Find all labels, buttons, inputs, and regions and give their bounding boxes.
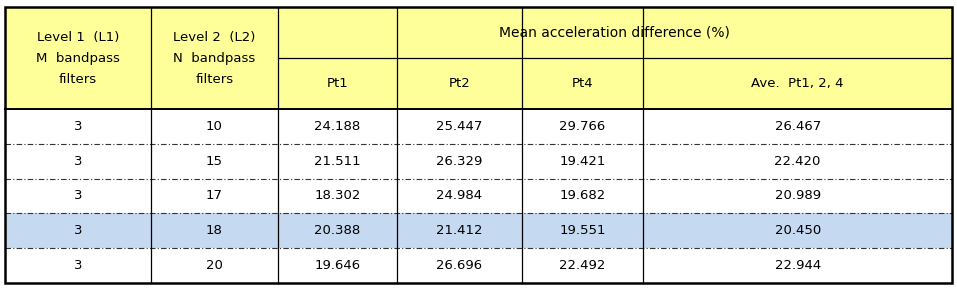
Text: 15: 15 — [206, 155, 223, 168]
Bar — [151, 109, 278, 144]
Text: 26.329: 26.329 — [436, 155, 482, 168]
Text: 22.420: 22.420 — [774, 155, 821, 168]
Text: 19.551: 19.551 — [559, 224, 606, 237]
Text: Pt2: Pt2 — [449, 77, 470, 90]
Text: 19.421: 19.421 — [559, 155, 606, 168]
Text: Mean acceleration difference (%): Mean acceleration difference (%) — [500, 26, 730, 40]
Bar — [278, 58, 397, 109]
Bar — [522, 144, 643, 179]
Text: Level 2  (L2)
N  bandpass
filters: Level 2 (L2) N bandpass filters — [173, 31, 256, 86]
Bar — [5, 179, 151, 213]
Bar — [151, 248, 278, 283]
Bar — [522, 109, 643, 144]
Bar — [5, 7, 151, 109]
Bar — [151, 144, 278, 179]
Bar — [643, 248, 952, 283]
Text: 3: 3 — [74, 189, 82, 202]
Bar — [5, 248, 151, 283]
Bar — [397, 179, 522, 213]
Bar — [643, 144, 952, 179]
Text: 24.984: 24.984 — [436, 189, 482, 202]
Bar — [151, 7, 278, 109]
Text: 19.682: 19.682 — [559, 189, 606, 202]
Text: 3: 3 — [74, 120, 82, 133]
Text: 18.302: 18.302 — [314, 189, 361, 202]
Text: 22.944: 22.944 — [774, 259, 821, 272]
Text: 17: 17 — [206, 189, 223, 202]
Bar — [397, 58, 522, 109]
Bar — [522, 58, 643, 109]
Bar — [397, 248, 522, 283]
Bar — [643, 109, 952, 144]
Text: 20.450: 20.450 — [774, 224, 821, 237]
Text: 21.511: 21.511 — [314, 155, 361, 168]
Text: 22.492: 22.492 — [559, 259, 606, 272]
Bar — [278, 7, 952, 58]
Bar — [5, 144, 151, 179]
Bar — [522, 248, 643, 283]
Bar — [278, 109, 397, 144]
Text: 29.766: 29.766 — [559, 120, 606, 133]
Text: 21.412: 21.412 — [436, 224, 482, 237]
Bar — [643, 179, 952, 213]
Bar — [5, 213, 151, 248]
Bar — [151, 213, 278, 248]
Text: 19.646: 19.646 — [314, 259, 361, 272]
Bar — [278, 144, 397, 179]
Bar — [643, 58, 952, 109]
Bar — [278, 213, 397, 248]
Text: Ave.  Pt1, 2, 4: Ave. Pt1, 2, 4 — [751, 77, 844, 90]
Text: 10: 10 — [206, 120, 223, 133]
Bar — [5, 109, 151, 144]
Text: Pt1: Pt1 — [326, 77, 348, 90]
Text: 24.188: 24.188 — [314, 120, 361, 133]
Text: 26.696: 26.696 — [436, 259, 482, 272]
Text: 20.388: 20.388 — [314, 224, 361, 237]
Bar — [397, 213, 522, 248]
Bar — [278, 179, 397, 213]
Bar — [643, 213, 952, 248]
Bar — [278, 248, 397, 283]
Text: Pt4: Pt4 — [571, 77, 593, 90]
Bar — [522, 179, 643, 213]
Text: 3: 3 — [74, 155, 82, 168]
Text: 3: 3 — [74, 259, 82, 272]
Text: 25.447: 25.447 — [436, 120, 482, 133]
Bar — [151, 179, 278, 213]
Bar — [397, 109, 522, 144]
Bar — [522, 213, 643, 248]
Bar — [397, 144, 522, 179]
Text: 18: 18 — [206, 224, 223, 237]
Text: 3: 3 — [74, 224, 82, 237]
Text: 20: 20 — [206, 259, 223, 272]
Text: Level 1  (L1)
M  bandpass
filters: Level 1 (L1) M bandpass filters — [36, 31, 120, 86]
Text: 20.989: 20.989 — [774, 189, 821, 202]
Text: 26.467: 26.467 — [774, 120, 821, 133]
